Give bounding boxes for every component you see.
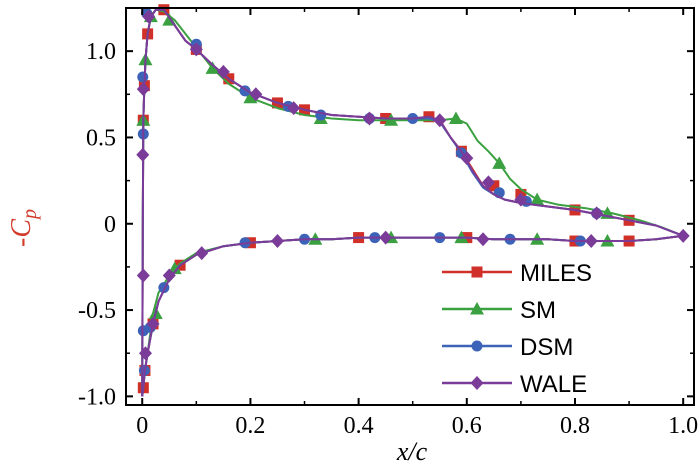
series-wale-marker [476,232,490,247]
plot-frame [125,7,695,406]
series-miles [137,4,684,397]
plot-data-layer [136,4,690,397]
legend-label-sm: SM [520,297,556,324]
axis-layer: 0 0.2 0.4 0.6 0.8 1.0 1.0 0.5 0 -0.5 -1.0 [78,7,698,439]
x-tick-label: 0.4 [344,413,374,439]
x-axis-title: x/c [396,437,428,466]
series-wale-marker [136,147,150,162]
series-dsm-lower-line [141,234,684,397]
series-wale-marker [195,246,209,261]
series-wale-marker [287,101,301,116]
legend-marker-wale [470,376,484,390]
series-wale-marker [189,42,203,57]
series-wale-marker [584,234,598,249]
y-tick-label: 1.0 [86,39,116,65]
y-tick-label: -1.0 [78,384,116,410]
series-wale-marker [481,175,495,190]
series-wale-marker [460,151,474,166]
series-wale-marker [270,234,284,249]
series-sm-marker [448,111,463,124]
legend-label-miles: MILES [520,260,592,287]
series-wale-marker [162,268,176,283]
series-wale-marker [433,113,447,128]
series-wale-marker [146,316,160,331]
series-sm-marker [530,192,545,206]
series-wale-marker [136,268,150,283]
series-wale-marker [138,346,152,361]
series-wale-lower-line [141,234,684,397]
legend-entry-miles: MILES [442,260,592,287]
series-sm-lower-line [141,234,684,397]
x-tick-label: 0 [136,413,148,439]
series-wale-marker [136,82,150,97]
x-tick-label: 0.8 [560,413,590,439]
y-axis-title-subscript: p [19,209,41,221]
legend-label-wale: WALE [520,371,587,398]
series-wale-marker [216,64,230,79]
series-wale-marker [379,230,393,245]
legend-label-dsm: DSM [520,334,573,361]
series-miles-lower-line [141,234,684,397]
series-wale [136,8,690,397]
legend-entry-wale: WALE [442,371,587,398]
legend: MILES SM DSM WALE [442,260,592,398]
x-tick-label: 0.2 [235,413,265,439]
series-sm-marker [243,90,258,104]
series-dsm-marker [137,71,149,83]
y-axis-title-main: -C [6,219,37,247]
series-wale-marker [676,228,690,243]
series-miles-marker [488,180,500,192]
series-dsm [137,7,684,397]
legend-marker-dsm [471,340,483,352]
series-sm-marker [492,156,507,169]
legend-marker-miles [471,266,483,278]
series-wale-marker [590,206,604,221]
series-wale-marker [514,192,528,207]
series-wale-marker [249,87,263,102]
x-tick-label: 1.0 [668,413,698,439]
series-wale-marker [142,9,156,24]
legend-entry-sm: SM [442,297,556,324]
y-tick-label: 0 [104,212,116,238]
series-sm-marker [205,61,220,74]
x-tick-label: 0.6 [452,413,482,439]
series-sm [136,8,684,397]
y-tick-label: 0.5 [86,125,116,151]
y-axis-title: -Cp [6,209,41,247]
series-wale-marker [362,111,376,126]
y-tick-label: -0.5 [78,298,116,324]
legend-marker-sm [470,302,484,315]
legend-entry-dsm: DSM [442,334,573,361]
